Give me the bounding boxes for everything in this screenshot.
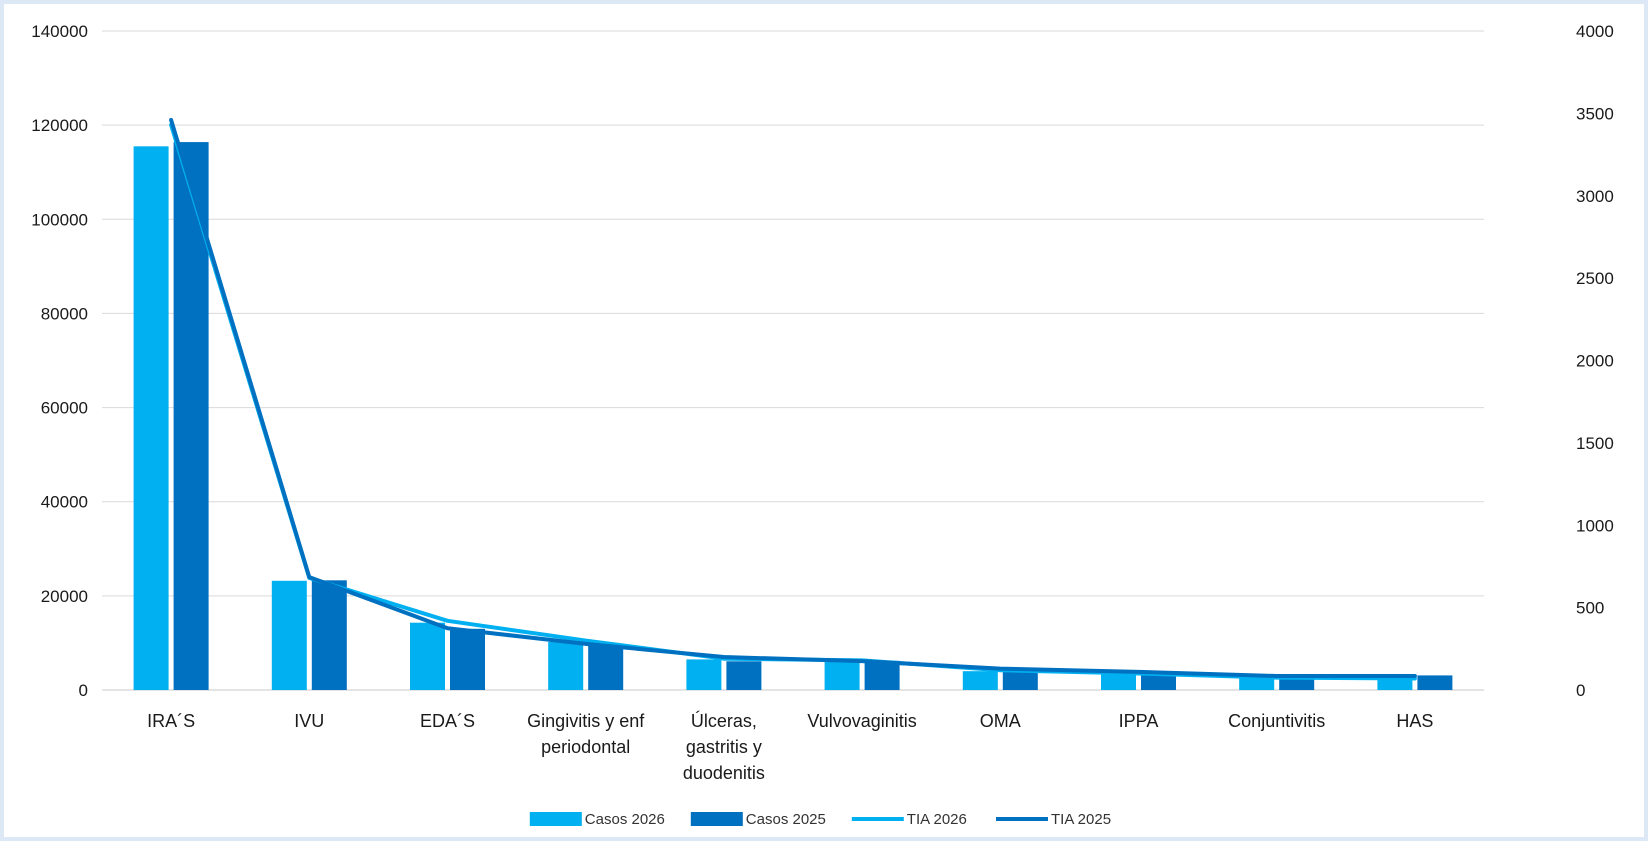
y-right-tick-label: 2000: [1576, 352, 1614, 371]
y-left-tick-label: 80000: [41, 304, 88, 323]
legend: Casos 2026 Casos 2025 TIA 2026 TIA 2025: [529, 811, 1111, 828]
y-left-tick-label: 20000: [41, 587, 88, 606]
bar: [962, 671, 998, 690]
series-line: [169, 117, 1417, 678]
bars: [133, 142, 1453, 691]
legend-label: TIA 2025: [1051, 811, 1111, 828]
legend-label: Casos 2025: [746, 811, 826, 828]
x-category-label: Gingivitis y enf periodontal: [527, 711, 645, 757]
legend-label: TIA 2026: [907, 811, 967, 828]
bar: [271, 580, 307, 690]
bar: [1377, 677, 1413, 690]
y-right-tick-label: 0: [1576, 681, 1585, 700]
bar: [410, 622, 445, 690]
bar: [548, 641, 584, 690]
combo-chart: 020000400006000080000100000120000140000 …: [31, 22, 1614, 828]
x-category-label: IRA´S: [147, 711, 195, 731]
bar: [1239, 677, 1275, 690]
x-category-label: IPPA: [1119, 711, 1159, 731]
y-axis-left: 0 20000 40000 60000 80000 100000 120000 140000: [31, 22, 88, 700]
bar: [588, 644, 624, 690]
y-left-tick-label: 0: [79, 681, 88, 700]
x-axis-categories: IRA´S IVU EDA´S Gingivitis y enf periodontal…: [147, 710, 1433, 783]
bar: [726, 661, 762, 690]
x-category-label: Úlceras, gastritis y duodenitis: [683, 710, 765, 783]
y-left-tick-label: 120000: [31, 116, 88, 135]
y-left-tick-label: 60000: [41, 399, 88, 418]
y-right-tick-label: 3000: [1576, 187, 1614, 206]
legend-swatch: [529, 812, 582, 826]
y-left-tick-label: 40000: [41, 493, 88, 512]
y-right-tick-label: 2500: [1576, 269, 1614, 288]
bar: [1101, 673, 1136, 690]
y-left-tick-label: 140000: [31, 22, 88, 41]
y-right-tick-label: 1500: [1576, 434, 1614, 453]
x-category-label: OMA: [980, 711, 1021, 731]
legend-label: Casos 2026: [585, 811, 665, 828]
y-right-tick-label: 1000: [1576, 516, 1614, 535]
bar: [133, 146, 169, 690]
x-category-label: EDA´S: [420, 711, 475, 731]
gridlines: [102, 30, 1484, 691]
legend-swatch: [690, 812, 743, 826]
bar: [1002, 669, 1038, 690]
y-right-tick-label: 4000: [1576, 22, 1614, 41]
y-right-tick-label: 3500: [1576, 104, 1614, 123]
lines: [169, 117, 1417, 681]
x-category-label: Vulvovaginitis: [807, 711, 916, 731]
y-axis-right: 0 500 1000 1500 2000 2500 3000 3500 4000: [1576, 22, 1614, 700]
bar: [864, 660, 900, 690]
bar: [1417, 675, 1453, 690]
chart-frame: 0 20000 40000 60000 80000 100000 120000 140000 …: [4, 4, 1644, 837]
x-category-label: IVU: [294, 711, 324, 731]
bar: [686, 659, 722, 690]
bar: [824, 660, 860, 690]
y-right-tick-label: 500: [1576, 599, 1604, 618]
bar: [311, 580, 347, 690]
x-category-label: HAS: [1396, 711, 1433, 731]
y-left-tick-label: 100000: [31, 210, 88, 229]
bar: [450, 628, 485, 690]
x-category-label: Conjuntivitis: [1228, 711, 1325, 731]
